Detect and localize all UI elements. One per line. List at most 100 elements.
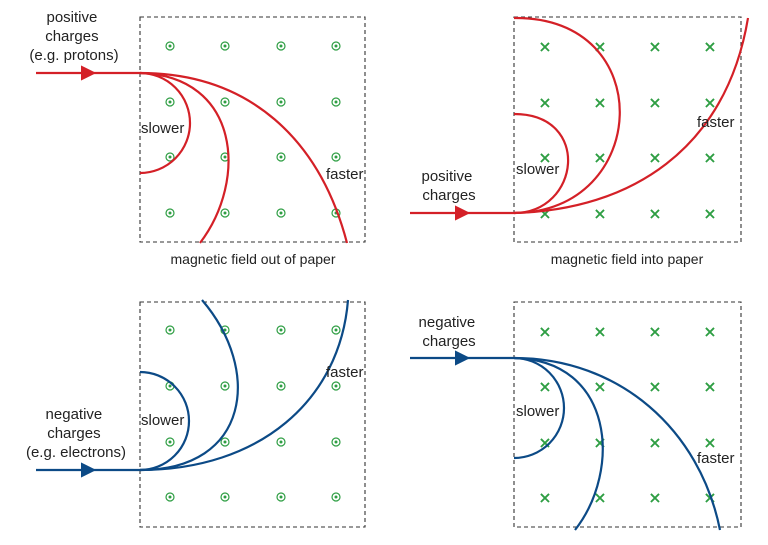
incoming-label-line: positive <box>46 9 97 26</box>
field-into-page-icon: × <box>593 377 606 396</box>
medium-particle-path <box>513 356 604 531</box>
field-out-of-page-icon <box>276 437 286 447</box>
field-caption: magnetic field into paper <box>551 251 704 267</box>
slower-label: slower <box>141 412 184 429</box>
field-symbol-grid: × × × ×× × × ×× × × ×× × × × <box>538 322 716 507</box>
fast-particle-path <box>139 71 349 244</box>
field-out-of-page-icon <box>165 492 175 502</box>
incoming-label: negative charges <box>419 314 480 350</box>
field-into-page-icon: × <box>648 37 661 56</box>
panel-top-left: positive charges (e.g. protons) slower f… <box>29 9 366 267</box>
faster-label: faster <box>697 450 735 467</box>
field-out-of-page-icon <box>276 208 286 218</box>
faster-label: faster <box>326 364 364 381</box>
field-into-page-icon: × <box>648 93 661 112</box>
field-into-page-icon: × <box>648 204 661 223</box>
field-into-page-icon: × <box>538 93 551 112</box>
incoming-label-line: negative <box>419 314 476 331</box>
incoming-label: positive charges <box>421 168 476 204</box>
slower-label: slower <box>516 161 559 178</box>
field-region-frame <box>139 16 366 243</box>
panel-bottom-right: × × × ×× × × ×× × × ×× × × × negative charges slower… <box>410 301 742 531</box>
field-into-page-icon: × <box>703 204 716 223</box>
field-into-page-icon: × <box>538 322 551 341</box>
field-out-of-page-icon <box>220 41 230 51</box>
field-out-of-page-icon <box>165 97 175 107</box>
field-into-page-icon: × <box>593 204 606 223</box>
incoming-label: positive charges (e.g. protons) <box>29 9 118 64</box>
field-out-of-page-icon <box>276 97 286 107</box>
medium-particle-path <box>139 71 230 244</box>
incoming-label: negative charges (e.g. electrons) <box>26 406 126 461</box>
field-region-frame <box>513 301 742 528</box>
field-into-page-icon: × <box>593 433 606 452</box>
field-into-page-icon: × <box>648 433 661 452</box>
medium-particle-path <box>139 299 239 472</box>
slower-label: slower <box>141 120 184 137</box>
slow-particle-path <box>139 370 191 472</box>
field-out-of-page-icon <box>331 492 341 502</box>
field-into-page-icon: × <box>648 377 661 396</box>
field-into-page-icon: × <box>703 37 716 56</box>
field-out-of-page-icon <box>331 41 341 51</box>
field-into-page-icon: × <box>593 148 606 167</box>
field-out-of-page-icon <box>220 208 230 218</box>
slow-particle-path <box>139 71 192 175</box>
panel-bottom-left: negative charges (e.g. electrons) slower… <box>26 299 366 528</box>
field-symbol-grid <box>165 325 341 502</box>
fast-particle-path <box>513 17 750 215</box>
field-out-of-page-icon <box>331 325 341 335</box>
slower-label: slower <box>516 403 559 420</box>
field-region-frame <box>139 301 366 528</box>
field-into-page-icon: × <box>703 148 716 167</box>
faster-label: faster <box>697 114 735 131</box>
field-symbol-grid: × × × ×× × × ×× × × ×× × × × <box>538 37 716 223</box>
field-out-of-page-icon <box>276 492 286 502</box>
field-out-of-page-icon <box>276 41 286 51</box>
incoming-label-line: positive <box>421 168 472 185</box>
field-out-of-page-icon <box>331 152 341 162</box>
field-out-of-page-icon <box>220 437 230 447</box>
field-into-page-icon: × <box>648 488 661 507</box>
incoming-label-line: charges <box>47 425 100 442</box>
panel-top-right: × × × ×× × × ×× × × ×× × × × positive charges slower… <box>410 16 750 267</box>
field-out-of-page-icon <box>276 381 286 391</box>
field-symbol-grid <box>165 41 341 218</box>
field-caption: magnetic field out of paper <box>171 251 336 267</box>
slow-particle-path <box>513 112 570 215</box>
incoming-label-line: (e.g. protons) <box>29 47 118 64</box>
field-out-of-page-icon <box>165 152 175 162</box>
incoming-label-line: negative <box>46 406 103 423</box>
field-out-of-page-icon <box>331 381 341 391</box>
field-out-of-page-icon <box>331 437 341 447</box>
field-region-frame <box>513 16 742 243</box>
field-into-page-icon: × <box>703 377 716 396</box>
slow-particle-path <box>513 356 566 460</box>
incoming-label-line: charges <box>45 28 98 45</box>
incoming-label-line: charges <box>422 187 475 204</box>
medium-particle-path <box>513 16 621 215</box>
field-into-page-icon: × <box>593 93 606 112</box>
field-out-of-page-icon <box>165 41 175 51</box>
fast-particle-path <box>139 299 350 472</box>
field-out-of-page-icon <box>165 325 175 335</box>
field-into-page-icon: × <box>538 488 551 507</box>
field-into-page-icon: × <box>538 148 551 167</box>
field-into-page-icon: × <box>538 433 551 452</box>
field-out-of-page-icon <box>276 152 286 162</box>
field-out-of-page-icon <box>331 97 341 107</box>
field-into-page-icon: × <box>703 322 716 341</box>
field-into-page-icon: × <box>703 93 716 112</box>
field-out-of-page-icon <box>220 381 230 391</box>
field-out-of-page-icon <box>165 208 175 218</box>
incoming-label-line: (e.g. electrons) <box>26 444 126 461</box>
fast-particle-path <box>513 356 722 531</box>
field-into-page-icon: × <box>538 37 551 56</box>
incoming-label-line: charges <box>422 333 475 350</box>
field-into-page-icon: × <box>593 322 606 341</box>
field-into-page-icon: × <box>648 148 661 167</box>
field-out-of-page-icon <box>220 97 230 107</box>
field-out-of-page-icon <box>165 437 175 447</box>
field-into-page-icon: × <box>593 488 606 507</box>
faster-label: faster <box>326 166 364 183</box>
